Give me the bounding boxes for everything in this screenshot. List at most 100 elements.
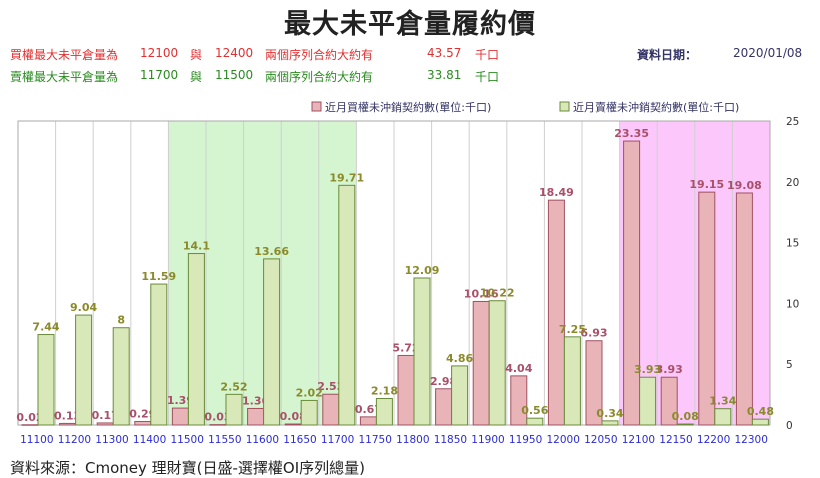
call-data-label: 0.02 <box>16 411 43 424</box>
put-data-label: 7.44 <box>32 321 59 334</box>
call-data-label: 2.98 <box>430 375 457 388</box>
put-bar <box>37 334 55 426</box>
call-data-label: 0.17 <box>92 409 119 422</box>
put-bar <box>676 423 694 426</box>
call-bar <box>472 300 490 426</box>
put-data-label: 0.56 <box>521 404 548 417</box>
put-data-label: 14.1 <box>183 240 210 253</box>
call-data-label: 10.16 <box>464 287 499 300</box>
y-tick-label: 20 <box>786 177 799 189</box>
x-tick-label: 11800 <box>396 434 429 446</box>
call-data-label: 0.29 <box>129 407 156 420</box>
x-tick-label: 12000 <box>546 434 579 446</box>
put-data-label: 1.34 <box>709 395 736 408</box>
y-tick-label: 25 <box>786 116 799 128</box>
x-tick-label: 11500 <box>170 434 203 446</box>
call-data-label: 4.04 <box>505 362 532 375</box>
put-bar <box>187 253 205 426</box>
put-data-label: 10.22 <box>480 287 515 300</box>
put-bar <box>751 418 769 426</box>
x-tick-label: 11300 <box>95 434 128 446</box>
put-bar <box>413 277 431 426</box>
put-data-label: 0.48 <box>747 405 774 418</box>
put-bar <box>639 376 657 426</box>
call-bar <box>698 191 716 426</box>
page-title: 最大未平倉量履約價 <box>284 9 536 40</box>
call-bar <box>284 423 302 426</box>
put-strike-1: 11700 <box>140 68 179 82</box>
x-tick-label: 12100 <box>622 434 655 446</box>
x-tick-label: 11750 <box>358 434 391 446</box>
x-tick-label: 11550 <box>208 434 241 446</box>
call-bar <box>735 192 753 426</box>
put-data-label: 12.09 <box>405 264 440 277</box>
put-bar <box>488 300 506 426</box>
x-tick-label: 11650 <box>283 434 316 446</box>
data-source-footer: 資料來源：Cmoney 理財寶(日盛-選擇權OI序列總量) <box>10 459 365 477</box>
put-bar <box>225 393 243 426</box>
put-data-label: 0.34 <box>596 407 623 420</box>
call-separator: 與 <box>190 48 203 62</box>
date-value: 2020/01/08 <box>733 46 803 60</box>
put-bar <box>526 417 544 426</box>
legend-swatch-call <box>311 101 322 112</box>
y-tick-label: 10 <box>786 298 799 310</box>
call-bar <box>660 376 678 426</box>
put-data-label: 2.02 <box>296 386 323 399</box>
call-strike-2: 12400 <box>215 46 254 60</box>
put-value: 33.81 <box>427 68 462 82</box>
call-bar <box>359 416 377 426</box>
put-data-label: 2.18 <box>371 384 398 397</box>
call-data-label: 1.39 <box>167 394 194 407</box>
call-bar <box>547 199 565 426</box>
legend-label-put: 近月賣權未沖銷契約數(單位:千口) <box>573 100 739 114</box>
x-tick-label: 11900 <box>471 434 504 446</box>
x-tick-label: 11850 <box>434 434 467 446</box>
put-data-label: 11.59 <box>141 270 176 283</box>
put-separator: 與 <box>190 70 203 84</box>
x-tick-label: 11400 <box>133 434 166 446</box>
call-data-label: 1.36 <box>242 394 269 407</box>
call-description: 兩個序列合約大約有 <box>265 48 374 62</box>
put-bar <box>300 399 318 426</box>
call-bar <box>585 340 603 426</box>
put-unit: 千口 <box>475 70 500 84</box>
y-tick-label: 15 <box>786 238 799 250</box>
put-data-label: 2.52 <box>220 380 247 393</box>
y-tick-label: 0 <box>786 420 793 432</box>
put-bar <box>263 258 281 426</box>
date-label: 資料日期： <box>637 48 698 62</box>
put-data-label: 19.71 <box>329 171 364 184</box>
call-bar <box>59 422 77 426</box>
call-data-label: 5.72 <box>392 341 419 354</box>
x-tick-label: 12300 <box>734 434 767 446</box>
call-data-label: 18.49 <box>539 186 574 199</box>
call-bar <box>21 424 39 426</box>
call-bar <box>96 422 114 426</box>
put-data-label: 8 <box>117 314 125 327</box>
call-bar <box>397 354 415 426</box>
legend-label-call: 近月買權未沖銷契約數(單位:千口) <box>325 100 491 114</box>
call-data-label: 19.08 <box>727 179 762 192</box>
call-data-label: 0.13 <box>54 409 81 422</box>
put-description: 兩個序列合約大約有 <box>265 70 374 84</box>
call-bar <box>435 388 453 426</box>
x-tick-label: 12150 <box>659 434 692 446</box>
call-bar <box>171 407 189 426</box>
call-bar <box>134 420 152 426</box>
put-strike-2: 11500 <box>215 68 254 82</box>
call-summary-label: 買權最大未平倉量為 <box>10 48 119 62</box>
x-tick-label: 11200 <box>58 434 91 446</box>
put-bar <box>338 184 356 426</box>
call-bar <box>322 393 340 426</box>
x-tick-label: 12200 <box>697 434 730 446</box>
call-unit: 千口 <box>475 48 500 62</box>
call-data-label: 23.35 <box>614 127 649 140</box>
put-summary-label: 賣權最大未平倉量為 <box>10 70 119 84</box>
call-data-label: 0.67 <box>355 403 382 416</box>
put-bar <box>150 283 168 426</box>
call-bar <box>623 140 641 426</box>
put-data-label: 4.86 <box>446 352 473 365</box>
call-data-label: 0.03 <box>204 411 231 424</box>
